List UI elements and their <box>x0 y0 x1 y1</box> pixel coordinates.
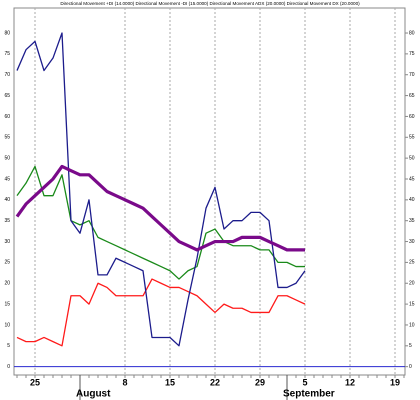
y-tick-label: 55 <box>4 135 10 141</box>
x-tick-label: 12 <box>345 377 355 387</box>
y-tick-label-right: 5 <box>409 343 412 349</box>
y-tick-label-right: 15 <box>409 301 415 307</box>
y-tick-label: 40 <box>4 197 10 203</box>
x-tick-label: 29 <box>255 377 265 387</box>
y-tick-label: 75 <box>4 51 10 57</box>
series-line <box>16 165 305 280</box>
y-tick-label: 35 <box>4 218 10 224</box>
y-tick-label: 25 <box>4 260 10 266</box>
y-tick-label-right: 30 <box>409 239 415 245</box>
chart-title: Directional Movement +DI (14.0000) Direc… <box>60 1 360 6</box>
y-tick-label-right: 35 <box>409 218 415 224</box>
x-tick-label: 19 <box>390 377 400 387</box>
month-label: September <box>283 389 335 400</box>
month-label: August <box>76 389 111 400</box>
series-line <box>16 278 306 347</box>
y-tick-label: 10 <box>4 322 10 328</box>
y-tick-label-right: 25 <box>409 260 415 266</box>
y-tick-label-right: 60 <box>409 114 415 120</box>
y-tick-label-right: 40 <box>409 197 415 203</box>
x-tick-label: 5 <box>302 377 307 387</box>
y-tick-label-right: 75 <box>409 51 415 57</box>
y-tick-label: 0 <box>7 364 10 370</box>
y-tick-label-right: 80 <box>409 30 415 36</box>
x-tick-label: 22 <box>210 377 220 387</box>
y-tick-label: 60 <box>4 114 10 120</box>
x-tick-label: 25 <box>30 377 40 387</box>
y-tick-label: 65 <box>4 93 10 99</box>
y-tick-label: 30 <box>4 239 10 245</box>
series-line <box>16 32 306 347</box>
y-tick-label-right: 0 <box>409 364 412 370</box>
y-tick-label: 70 <box>4 72 10 78</box>
y-tick-label-right: 55 <box>409 135 415 141</box>
y-tick-label: 20 <box>4 281 10 287</box>
y-tick-label-right: 45 <box>409 176 415 182</box>
x-tick-label: 15 <box>165 377 175 387</box>
y-tick-label-right: 10 <box>409 322 415 328</box>
series-line <box>15 164 305 252</box>
y-tick-label: 80 <box>4 30 10 36</box>
y-tick-label-right: 70 <box>409 72 415 78</box>
y-tick-label: 45 <box>4 176 10 182</box>
y-tick-label: 5 <box>7 343 10 349</box>
y-tick-label-right: 50 <box>409 155 415 161</box>
x-tick-label: 8 <box>122 377 127 387</box>
y-tick-label: 50 <box>4 155 10 161</box>
y-tick-label-right: 65 <box>409 93 415 99</box>
y-tick-label: 15 <box>4 301 10 307</box>
plot-frame <box>13 7 406 376</box>
y-tick-label-right: 20 <box>409 281 415 287</box>
